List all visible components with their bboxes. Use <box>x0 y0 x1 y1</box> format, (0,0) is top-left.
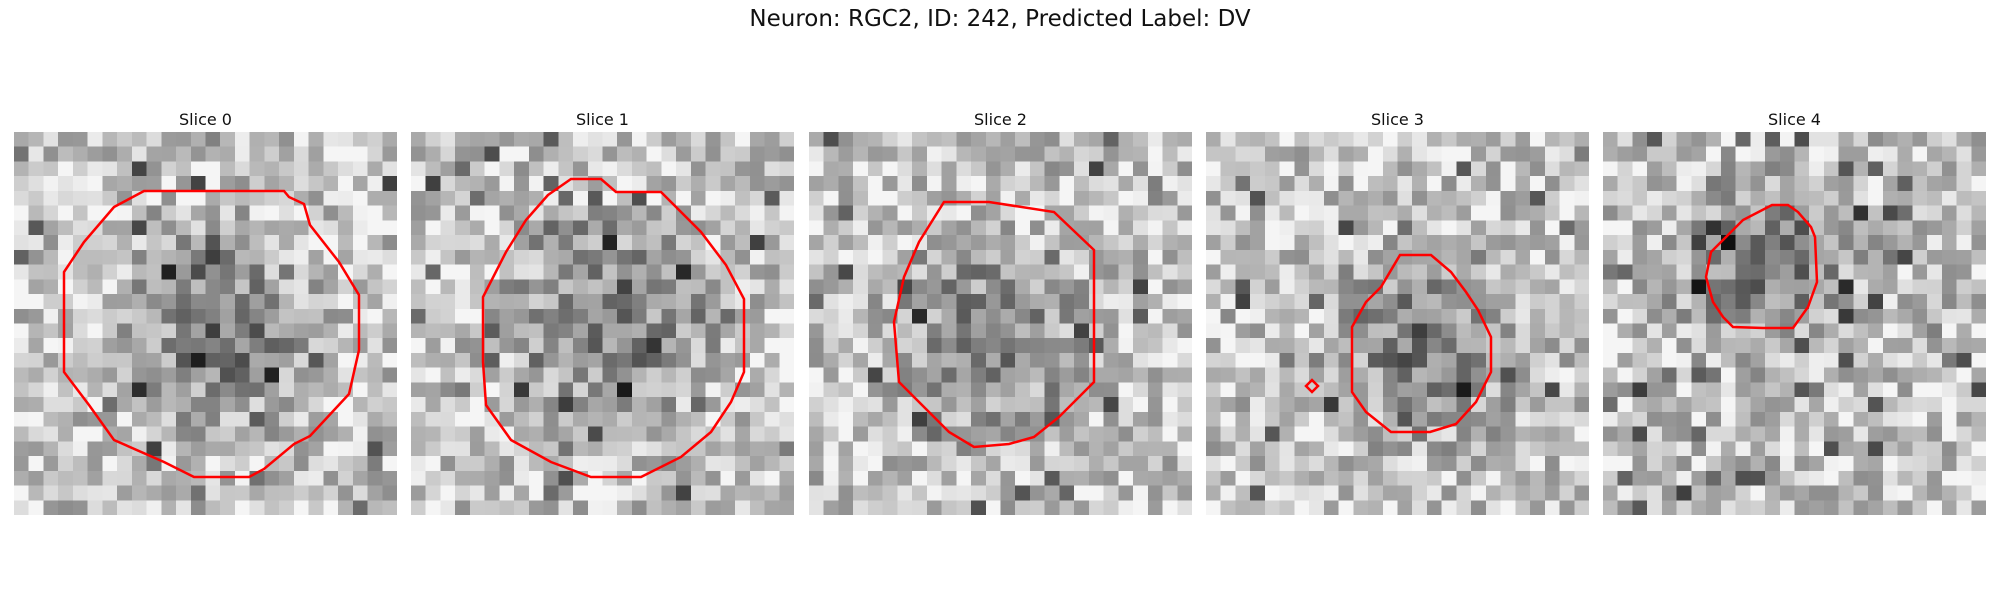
slice-panel: Slice 4 <box>1603 108 1986 515</box>
segmentation-artifact <box>1304 378 1320 394</box>
segmentation-contour <box>892 200 1096 449</box>
segmentation-contour <box>62 189 361 479</box>
segmentation-contour <box>481 177 746 479</box>
microscopy-image <box>1206 132 1589 515</box>
slice-title: Slice 3 <box>1371 110 1424 129</box>
slice-title: Slice 1 <box>576 110 629 129</box>
slice-panel: Slice 1 <box>411 108 794 515</box>
slice-panel: Slice 3 <box>1206 108 1589 515</box>
slice-panel: Slice 0 <box>14 108 397 515</box>
slice-title: Slice 0 <box>179 110 232 129</box>
slice-panel: Slice 2 <box>809 108 1192 515</box>
slice-title: Slice 2 <box>974 110 1027 129</box>
microscopy-image <box>809 132 1192 515</box>
segmentation-contour <box>1350 253 1493 434</box>
microscopy-image <box>411 132 794 515</box>
slice-title: Slice 4 <box>1768 110 1821 129</box>
microscopy-image <box>1603 132 1986 515</box>
figure-title: Neuron: RGC2, ID: 242, Predicted Label: … <box>749 6 1251 32</box>
microscopy-image <box>14 132 397 515</box>
segmentation-contour <box>1704 203 1819 330</box>
